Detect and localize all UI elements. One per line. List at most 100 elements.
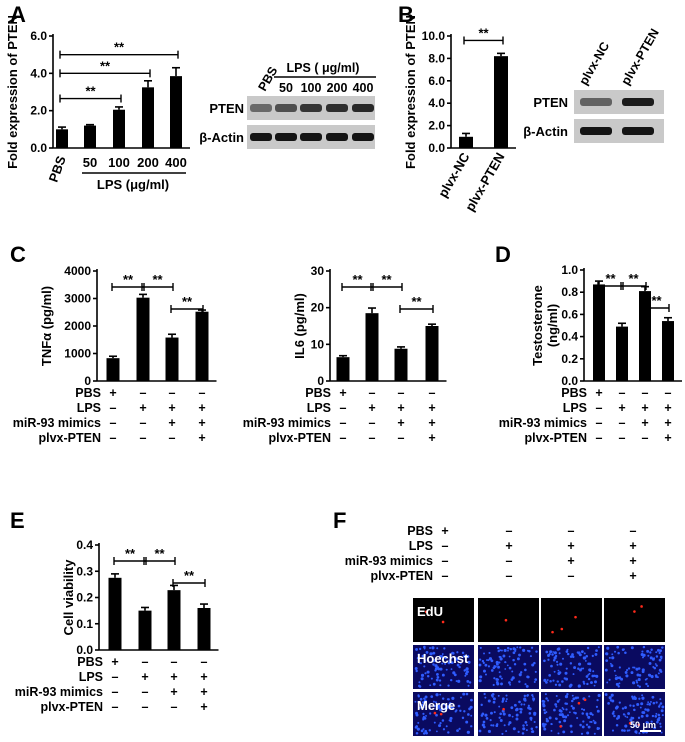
nucleus-dot bbox=[468, 681, 472, 684]
nucleus-dot bbox=[566, 648, 569, 651]
nucleus-dot bbox=[586, 646, 590, 650]
nucleus-dot bbox=[586, 682, 589, 686]
nucleus-dot bbox=[545, 719, 549, 723]
nucleus-dot bbox=[573, 666, 577, 670]
chart-b: 0.0 2.0 4.0 6.0 8.0 10.0 ** Fold expression of … bbox=[403, 15, 516, 214]
nucleus-dot bbox=[505, 730, 508, 733]
nucleus-dot bbox=[519, 646, 522, 649]
nucleus-dot bbox=[659, 655, 663, 659]
nucleus-dot bbox=[447, 661, 451, 665]
nucleus-dot bbox=[630, 646, 634, 650]
nucleus-dot bbox=[456, 663, 460, 667]
nucleus-dot bbox=[438, 656, 442, 659]
nucleus-dot bbox=[587, 715, 591, 719]
nucleus-dot bbox=[624, 671, 628, 674]
nucleus-dot bbox=[443, 647, 446, 650]
nucleus-dot bbox=[582, 680, 585, 684]
nucleus-dot bbox=[416, 656, 420, 660]
micrograph-hoechst bbox=[478, 645, 539, 689]
nucleus-dot bbox=[415, 669, 418, 673]
nucleus-dot bbox=[587, 677, 591, 681]
nucleus-dot bbox=[422, 706, 425, 709]
nucleus-dot bbox=[653, 666, 657, 670]
nucleus-dot bbox=[449, 716, 453, 720]
nucleus-dot bbox=[638, 732, 641, 735]
significance-stars: ** bbox=[100, 58, 111, 73]
nucleus-dot bbox=[482, 661, 485, 665]
nucleus-dot bbox=[535, 650, 538, 653]
blot-band bbox=[580, 127, 612, 135]
condition-sign: + bbox=[641, 401, 648, 415]
nucleus-dot bbox=[526, 675, 529, 679]
y-tick-label: 0.3 bbox=[76, 564, 93, 578]
nucleus-dot bbox=[592, 719, 595, 722]
nucleus-dot bbox=[632, 681, 636, 685]
micrograph-merge bbox=[541, 692, 602, 736]
significance-stars: ** bbox=[152, 272, 163, 287]
nucleus-dot bbox=[515, 713, 519, 717]
nucleus-dot bbox=[417, 660, 420, 663]
y-tick-label: 4.0 bbox=[30, 66, 47, 80]
nucleus-dot bbox=[607, 702, 610, 705]
nucleus-dot bbox=[589, 712, 593, 716]
nucleus-dot bbox=[487, 699, 491, 703]
nucleus-dot bbox=[481, 659, 485, 663]
condition-sign: – bbox=[369, 416, 376, 430]
nucleus-dot bbox=[631, 695, 634, 698]
y-tick-label: 1.0 bbox=[561, 263, 578, 277]
nucleus-dot bbox=[555, 694, 558, 697]
nucleus-dot bbox=[517, 730, 520, 733]
nucleus-dot bbox=[556, 700, 560, 703]
micrograph-merge bbox=[604, 692, 665, 736]
bar bbox=[425, 326, 439, 381]
nucleus-dot bbox=[553, 708, 556, 712]
nucleus-dot bbox=[585, 675, 589, 678]
nucleus-dot bbox=[647, 654, 650, 657]
condition-label: miR-93 mimics bbox=[15, 685, 103, 699]
nucleus-dot bbox=[523, 694, 527, 698]
scale-bar-label: 50 μm bbox=[630, 720, 656, 730]
nucleus-dot bbox=[596, 699, 599, 702]
edu-dot bbox=[441, 620, 445, 624]
nucleus-dot bbox=[611, 729, 615, 732]
condition-sign: – bbox=[142, 685, 149, 699]
nucleus-dot bbox=[418, 681, 421, 684]
nucleus-dot bbox=[569, 683, 573, 687]
nucleus-dot bbox=[497, 649, 500, 653]
nucleus-dot bbox=[544, 723, 547, 726]
bar bbox=[165, 337, 179, 381]
nucleus-dot bbox=[597, 646, 600, 649]
condition-sign: + bbox=[139, 401, 146, 415]
nucleus-dot bbox=[487, 729, 492, 733]
condition-sign: – bbox=[110, 431, 117, 445]
nucleus-dot bbox=[555, 717, 558, 721]
y-axis-label: (ng/ml) bbox=[545, 304, 560, 347]
nucleus-dot bbox=[484, 713, 488, 717]
nucleus-dot bbox=[511, 670, 514, 673]
nucleus-dot bbox=[552, 679, 555, 682]
nucleus-dot bbox=[445, 725, 448, 728]
y-tick-label: 0.8 bbox=[561, 285, 578, 299]
nucleus-dot bbox=[447, 731, 450, 734]
nucleus-dot bbox=[583, 652, 586, 655]
nucleus-dot bbox=[640, 714, 644, 718]
nucleus-dot bbox=[558, 652, 561, 655]
nucleus-dot bbox=[490, 724, 493, 727]
nucleus-dot bbox=[642, 645, 646, 649]
x-axis-label: LPS (μg/ml) bbox=[97, 177, 169, 192]
x-tick-label: 400 bbox=[165, 155, 187, 170]
nucleus-dot bbox=[616, 645, 620, 649]
nucleus-dot bbox=[612, 710, 615, 713]
nucleus-dot bbox=[432, 682, 436, 686]
condition-sign: – bbox=[140, 416, 147, 430]
nucleus-dot bbox=[457, 679, 461, 683]
nucleus-dot bbox=[422, 712, 425, 715]
nucleus-dot bbox=[417, 653, 421, 656]
nucleus-dot bbox=[508, 666, 512, 670]
blot-lane-label: 50 bbox=[279, 81, 293, 95]
nucleus-dot bbox=[420, 703, 424, 707]
nucleus-dot bbox=[510, 678, 514, 681]
nucleus-dot bbox=[580, 732, 584, 735]
y-tick-label: 0.0 bbox=[561, 374, 578, 388]
nucleus-dot bbox=[553, 670, 556, 673]
